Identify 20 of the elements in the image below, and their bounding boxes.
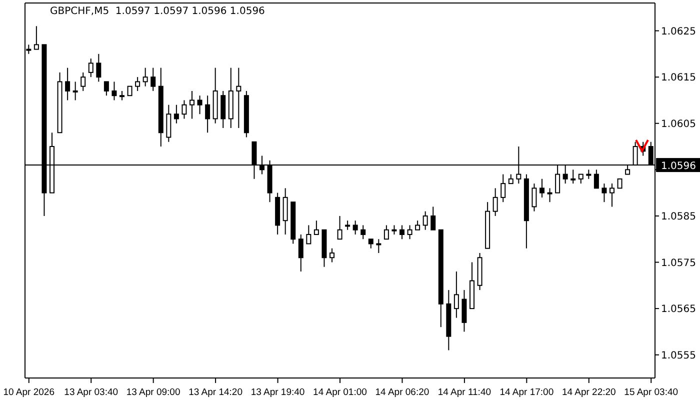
x-tick-label: 13 Apr 14:20 [188, 387, 242, 398]
y-tick-label: 1.0565 [661, 304, 696, 316]
chart-title: GBPCHF,M5 1.0597 1.0597 1.0596 1.0596 [50, 6, 265, 17]
x-tick-label: 10 Apr 2026 [3, 387, 55, 398]
y-tick-label: 1.0575 [661, 258, 696, 269]
y-tick-label: 1.0555 [661, 350, 696, 362]
y-tick-label: 1.0615 [661, 72, 696, 84]
x-tick-label: 13 Apr 03:40 [64, 387, 118, 398]
x-tick-label: 14 Apr 22:20 [562, 387, 616, 398]
x-tick-label: 13 Apr 09:00 [126, 387, 180, 398]
x-tick-label: 14 Apr 17:00 [500, 387, 554, 398]
x-tick-label: 14 Apr 11:40 [438, 387, 492, 398]
x-tick-label: 14 Apr 01:00 [313, 387, 367, 398]
x-tick-label: 14 Apr 06:20 [375, 387, 430, 398]
y-tick-label: 1.0585 [661, 212, 696, 223]
y-tick-label: 1.0625 [661, 26, 696, 38]
x-tick-label: 13 Apr 19:40 [250, 387, 305, 398]
y-tick-label: 1.0605 [661, 118, 696, 130]
x-tick-label: 15 Apr 03:40 [624, 387, 678, 398]
ref-line-label: 1.0596 [661, 161, 696, 172]
